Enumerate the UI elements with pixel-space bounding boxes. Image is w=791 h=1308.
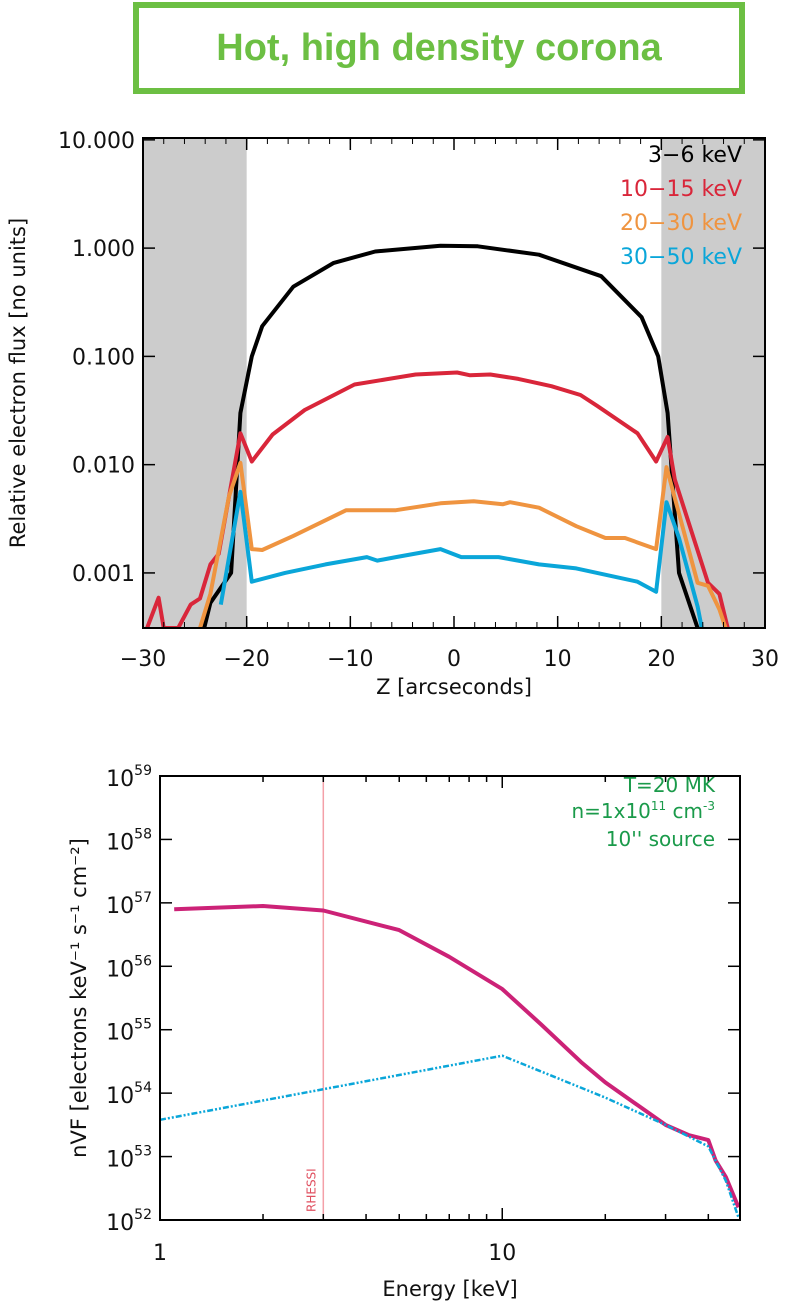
x-tick-label: 10 [488, 1241, 516, 1266]
legend-entry: 10−15 keV [620, 177, 742, 202]
tick-exponent: 54 [134, 1080, 152, 1096]
y-tick-label: 1.000 [72, 237, 135, 262]
series-line-10-15-keV [145, 370, 730, 628]
y-tick-label: 1056 [106, 953, 152, 982]
x-axis-title: Z [arcseconds] [376, 675, 532, 699]
tick-base: 10 [106, 1084, 134, 1109]
tick-exponent: 56 [134, 953, 152, 969]
x-tick-label: −30 [120, 647, 166, 672]
y-tick-label: 0.100 [72, 345, 135, 370]
y-tick-label: 1057 [106, 890, 152, 919]
tick-exponent: 53 [134, 1144, 152, 1160]
y-axis-title: nVF [electrons keV⁻¹ s⁻¹ cm⁻²] [67, 838, 91, 1158]
tick-base: 10 [106, 1148, 134, 1173]
series-line-total [174, 904, 741, 1209]
y-tick-label: 0.010 [72, 454, 135, 479]
tick-base: 10 [106, 894, 134, 919]
legend-entry: 20−30 keV [620, 211, 742, 236]
tick-base: 10 [106, 1211, 134, 1236]
x-tick-label: 20 [647, 647, 675, 672]
annotation-part: 11 [651, 799, 666, 813]
x-tick-label: 0 [447, 647, 461, 672]
x-axis-title: Energy [keV] [382, 1277, 517, 1301]
tick-exponent: 52 [134, 1207, 152, 1223]
y-tick-label: 0.001 [72, 562, 135, 587]
chart-title: Hot, high density corona [133, 2, 745, 94]
y-axis-title: Relative electron flux [no units] [6, 218, 30, 548]
annotation-part: n=1x10 [571, 799, 650, 823]
plot-frame [159, 775, 741, 1221]
legend-entry: 30−50 keV [620, 245, 742, 270]
x-tick-label: −10 [327, 647, 373, 672]
annotation-temperature: T=20 MK [623, 773, 716, 797]
legend-entry: 3−6 keV [648, 143, 742, 168]
tick-base: 10 [106, 830, 134, 855]
tick-exponent: 55 [134, 1017, 152, 1033]
tick-exponent: 59 [134, 763, 152, 779]
y-tick-label: 1053 [106, 1144, 152, 1173]
y-tick-label: 10.000 [58, 129, 135, 154]
series-line-20-30-keV [198, 460, 728, 628]
tick-base: 10 [106, 767, 134, 792]
rhessi-label: RHESSI [304, 1168, 318, 1212]
annotation-part: cm [666, 799, 703, 823]
y-tick-label: 1058 [106, 826, 152, 855]
y-tick-label: 1054 [106, 1080, 152, 1109]
x-tick-label: 1 [153, 1241, 167, 1266]
y-tick-label: 1052 [106, 1207, 152, 1236]
series-line-non-thermal [159, 1054, 740, 1218]
annotation-part: -3 [703, 799, 715, 813]
annotation-density: n=1x1011 cm-3 [571, 799, 715, 823]
flux-profile-chart: −30 −20 −10 0 10 20 30 10.000 1.000 0.100 0.010 0.0… [6, 129, 779, 699]
tick-exponent: 57 [134, 890, 152, 906]
x-tick-label: 30 [751, 647, 779, 672]
x-tick-label: −20 [223, 647, 269, 672]
y-tick-label: 1055 [106, 1017, 152, 1046]
tick-base: 10 [106, 957, 134, 982]
x-tick-label: 10 [544, 647, 572, 672]
tick-base: 10 [106, 1021, 134, 1046]
tick-exponent: 58 [134, 826, 152, 842]
series-line-30-50-keV [218, 489, 704, 628]
y-tick-label: 1059 [106, 763, 152, 792]
annotation-source: 10'' source [606, 827, 715, 851]
